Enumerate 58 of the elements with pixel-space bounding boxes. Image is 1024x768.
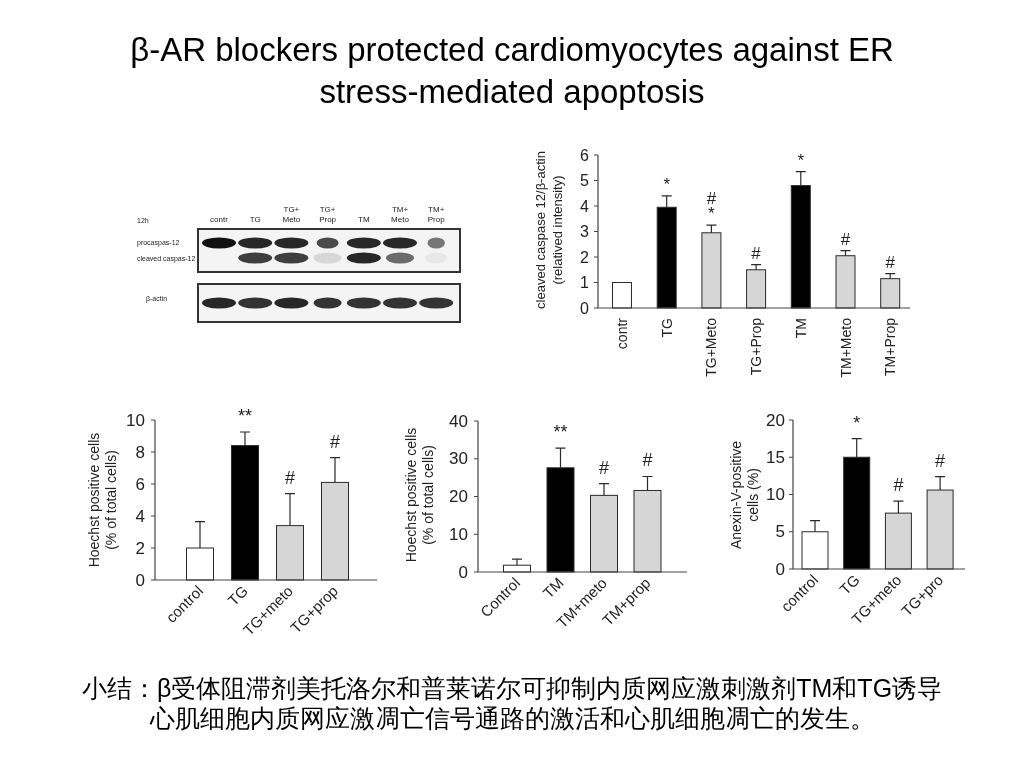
axis-title: Hoechst positive cells (% of total cells) — [403, 427, 436, 563]
tick-label: 20 — [449, 487, 468, 506]
tick-label: 15 — [766, 447, 785, 467]
tick-label: 4 — [580, 197, 589, 215]
category-label: contr — [614, 318, 630, 350]
annotation: # — [751, 243, 761, 263]
lane-label: TM+ Prop — [427, 205, 445, 224]
lane-label: TG+ Prop — [319, 205, 337, 224]
annotation: # — [840, 229, 851, 249]
annotation: * — [853, 412, 861, 433]
lane-label: TM+ Meto — [391, 205, 409, 224]
axis-title: cleaved caspase 12/β-actin (relatived intensity) — [533, 151, 565, 309]
tick-label: 8 — [135, 442, 145, 462]
category-label: TM+Prop — [882, 318, 899, 376]
tick-label: 0 — [135, 570, 145, 590]
annotation: * — [663, 174, 670, 194]
tick-label: 40 — [449, 411, 468, 431]
tick-label: 30 — [449, 449, 468, 469]
tick-label: 4 — [135, 506, 145, 526]
tick-label: 6 — [135, 474, 145, 494]
tick-label: 0 — [458, 562, 468, 582]
tick-label: 2 — [580, 248, 589, 266]
tick-label: 5 — [580, 172, 589, 189]
annotation: * — [797, 150, 805, 170]
axis-title: Anexin-V-positive cells (%) — [728, 440, 761, 550]
tick-label: 10 — [766, 485, 785, 504]
category-label: TG — [658, 318, 675, 338]
annotation: # — [893, 475, 904, 496]
lane-label: TG — [249, 215, 261, 224]
annotation: ** — [238, 406, 252, 426]
annotation: # — [642, 450, 653, 471]
lane-label: contr — [210, 215, 228, 224]
tick-label: 10 — [126, 410, 145, 430]
annotation: # — [285, 467, 295, 488]
tick-label: 5 — [775, 522, 785, 542]
category-label: TG+Prop — [748, 318, 765, 376]
lane-label: TM — [358, 215, 370, 224]
caption: 小结：β受体阻滞剂美托洛尔和普莱诺尔可抑制内质网应激刺激剂TM和TG诱导心肌细胞内质网应激凋亡信号通路的激活和心肌细胞凋亡的发生。 — [81, 674, 943, 732]
annotation: # — [935, 450, 946, 471]
annotation: * — [708, 204, 715, 224]
axis-title: Hoechst positive cells (% of total cells) — [86, 432, 119, 568]
title: β-AR blockers protected cardiomyocytes against ER stress-mediated apoptosis — [130, 31, 894, 110]
annotation: ** — [553, 422, 568, 443]
tick-label: 20 — [766, 410, 785, 430]
tick-label: 0 — [775, 559, 785, 579]
annotation: # — [599, 457, 609, 478]
category-label: TM+Meto — [837, 318, 854, 378]
category-label: TM — [792, 318, 809, 339]
annotation: # — [330, 431, 340, 452]
tick-label: 0 — [580, 299, 589, 317]
tick-label: 1 — [580, 274, 589, 291]
tick-label: 10 — [449, 524, 468, 544]
category-label: TG+Meto — [703, 318, 720, 377]
tick-label: 3 — [580, 223, 589, 240]
tick-label: 6 — [580, 146, 589, 164]
annotation: # — [885, 252, 895, 272]
tick-label: 2 — [135, 538, 145, 558]
lane-label: TG+ Meto — [282, 205, 301, 224]
